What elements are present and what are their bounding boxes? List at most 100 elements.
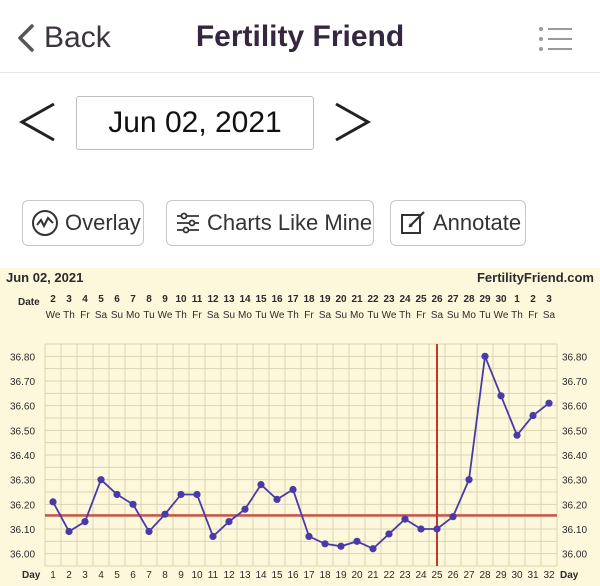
weekday-tick-label: Th <box>399 310 411 321</box>
date-row-label: Date <box>18 297 40 308</box>
temperature-point <box>257 481 265 489</box>
weekday-tick-label: We <box>158 310 173 321</box>
temperature-point <box>385 530 393 538</box>
weekday-tick-label: Sa <box>95 310 108 321</box>
temperature-point <box>81 518 89 526</box>
weekday-tick-label: Fr <box>80 310 90 321</box>
weekday-tick-label: We <box>382 310 397 321</box>
weekday-tick-label: We <box>46 310 61 321</box>
day-tick-label: 9 <box>178 570 184 581</box>
day-tick-label: 29 <box>495 570 507 581</box>
date-navigator: Jun 02, 2021 <box>0 90 600 160</box>
date-tick-label: 14 <box>239 294 251 305</box>
date-tick-label: 5 <box>98 294 104 305</box>
day-tick-label: 7 <box>146 570 152 581</box>
temperature-point <box>513 431 521 439</box>
day-tick-label: 17 <box>303 570 315 581</box>
day-tick-label: 21 <box>367 570 379 581</box>
day-tick-label: 13 <box>239 570 251 581</box>
weekday-tick-label: Fr <box>528 310 538 321</box>
date-tick-label: 24 <box>399 294 411 305</box>
day-tick-label: 12 <box>223 570 235 581</box>
day-tick-label: 19 <box>335 570 347 581</box>
y-tick-label-left: 36.60 <box>10 402 35 413</box>
date-tick-label: 22 <box>367 294 379 305</box>
previous-day-arrow-icon[interactable] <box>16 90 60 154</box>
day-row-label-right: Day <box>560 570 579 581</box>
temperature-point <box>177 490 185 499</box>
date-tick-label: 3 <box>66 294 72 305</box>
weekday-tick-label: Mo <box>126 310 140 321</box>
overlay-icon <box>32 210 58 236</box>
weekday-tick-label: Fr <box>192 310 202 321</box>
temperature-point <box>449 513 457 521</box>
y-tick-label-right: 36.30 <box>562 476 587 487</box>
weekday-tick-label: Th <box>63 310 75 321</box>
date-tick-label: 28 <box>463 294 475 305</box>
date-tick-label: 1 <box>514 294 520 305</box>
day-tick-label: 31 <box>527 570 539 581</box>
charts-like-mine-button[interactable]: Charts Like Mine <box>166 200 374 246</box>
weekday-tick-label: Mo <box>462 310 476 321</box>
date-tick-label: 13 <box>223 294 235 305</box>
overlay-button[interactable]: Overlay <box>22 200 144 246</box>
temperature-point <box>417 525 425 533</box>
y-tick-label-right: 36.70 <box>562 377 587 388</box>
day-tick-label: 30 <box>511 570 523 581</box>
next-day-arrow-icon[interactable] <box>330 90 374 154</box>
date-tick-label: 27 <box>447 294 459 305</box>
temperature-point <box>129 500 137 508</box>
weekday-tick-label: Tu <box>479 310 490 321</box>
date-field[interactable]: Jun 02, 2021 <box>76 96 314 150</box>
weekday-tick-label: Th <box>175 310 187 321</box>
date-tick-label: 6 <box>114 294 120 305</box>
weekday-tick-label: We <box>270 310 285 321</box>
temperature-point <box>289 485 297 494</box>
y-tick-label-right: 36.20 <box>562 500 587 511</box>
date-tick-label: 23 <box>383 294 395 305</box>
y-tick-label-right: 36.40 <box>562 451 587 462</box>
list-menu-icon[interactable] <box>538 26 574 52</box>
date-tick-label: 20 <box>335 294 347 305</box>
y-tick-label-left: 36.20 <box>10 500 35 511</box>
day-tick-label: 25 <box>431 570 443 581</box>
annotate-button[interactable]: Annotate <box>390 200 526 246</box>
y-tick-label-right: 36.00 <box>562 550 587 561</box>
weekday-tick-label: Sa <box>431 310 444 321</box>
day-tick-label: 1 <box>50 570 56 581</box>
date-tick-label: 7 <box>130 294 136 305</box>
temperature-point <box>369 545 377 553</box>
annotate-label: Annotate <box>433 210 522 235</box>
date-tick-label: 18 <box>303 294 315 305</box>
weekday-tick-label: Su <box>335 310 347 321</box>
weekday-tick-label: Tu <box>143 310 154 321</box>
temperature-point <box>145 527 153 536</box>
y-tick-label-left: 36.10 <box>10 525 35 536</box>
date-tick-label: 19 <box>319 294 331 305</box>
temperature-series-line <box>52 352 550 550</box>
sliders-icon <box>177 212 199 234</box>
day-tick-label: 10 <box>191 570 203 581</box>
date-tick-label: 3 <box>546 294 552 305</box>
date-tick-label: 29 <box>479 294 491 305</box>
temperature-point <box>529 411 537 420</box>
temperature-point <box>49 498 57 506</box>
weekday-tick-label: Mo <box>238 310 252 321</box>
chevron-left-icon <box>18 24 34 52</box>
weekday-tick-label: Sa <box>543 310 556 321</box>
back-button[interactable]: Back <box>10 18 111 58</box>
y-tick-label-right: 36.60 <box>562 402 587 413</box>
date-tick-label: 30 <box>495 294 507 305</box>
temperature-point <box>225 518 233 526</box>
temperature-point <box>465 476 473 484</box>
date-tick-label: 11 <box>192 294 203 305</box>
weekday-tick-label: Mo <box>350 310 364 321</box>
temperature-point <box>337 542 345 550</box>
day-tick-label: 2 <box>66 570 72 581</box>
day-tick-label: 28 <box>479 570 491 581</box>
date-tick-label: 21 <box>351 294 363 305</box>
weekday-tick-label: Su <box>223 310 235 321</box>
charts-like-mine-label: Charts Like Mine <box>207 210 373 235</box>
day-tick-label: 26 <box>447 570 459 581</box>
weekday-tick-label: Th <box>511 310 523 321</box>
